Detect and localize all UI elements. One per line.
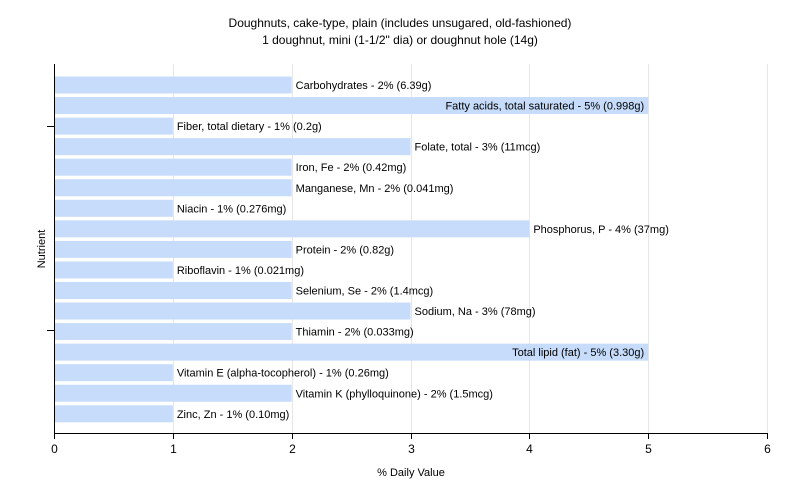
x-tick-label: 2 (289, 442, 296, 456)
x-axis-ticks: 0 1 2 3 4 5 6 (51, 433, 771, 456)
bar (55, 343, 649, 361)
chart-title: Doughnuts, cake-type, plain (includes un… (229, 16, 572, 30)
bar-label: Sodium, Na - 3% (78mg) (415, 306, 536, 318)
x-tick-label: 1 (170, 442, 177, 456)
bar (55, 199, 173, 217)
bar-label: Selenium, Se - 2% (1.4mcg) (296, 286, 434, 298)
bar (55, 302, 411, 320)
bar-label: Riboflavin - 1% (0.021mg) (177, 265, 304, 277)
bar (55, 179, 292, 197)
bar-label: Iron, Fe - 2% (0.42mg) (296, 162, 407, 174)
bar (55, 138, 411, 156)
bars: Carbohydrates - 2% (6.39g) Fatty acids, t… (55, 76, 669, 423)
gridlines (173, 64, 768, 433)
bar-label: Zinc, Zn - 1% (0.10mg) (177, 409, 289, 421)
bar (55, 97, 649, 115)
x-tick-label: 4 (526, 442, 533, 456)
bar (55, 384, 292, 402)
bar-label: Vitamin E (alpha-tocopherol) - 1% (0.26m… (177, 368, 389, 380)
bar-label: Total lipid (fat) - 5% (3.30g) (512, 347, 644, 359)
x-tick-label: 6 (764, 442, 771, 456)
bar (55, 282, 292, 299)
bar-label: Manganese, Mn - 2% (0.041mg) (296, 183, 454, 195)
bar-label: Carbohydrates - 2% (6.39g) (296, 80, 432, 92)
bar (55, 240, 292, 258)
bar-label: Thiamin - 2% (0.033mg) (296, 327, 414, 339)
x-axis-label: % Daily Value (377, 467, 445, 479)
bar (55, 405, 173, 423)
bar (55, 117, 173, 135)
bar-label: Fatty acids, total saturated - 5% (0.998… (445, 101, 644, 113)
bar (55, 76, 292, 94)
bar (55, 323, 292, 341)
x-tick-label: 5 (645, 442, 652, 456)
bar-label: Vitamin K (phylloquinone) - 2% (1.5mcg) (296, 388, 493, 400)
bar-label: Fiber, total dietary - 1% (0.2g) (177, 121, 322, 133)
bar-label: Folate, total - 3% (11mcg) (415, 142, 541, 154)
bar (55, 364, 173, 382)
bar (55, 220, 530, 238)
bar (55, 158, 292, 176)
x-tick-label: 0 (51, 442, 58, 456)
bar-label: Phosphorus, P - 4% (37mg) (533, 224, 669, 236)
y-axis-label: Nutrient (36, 230, 48, 269)
chart-subtitle: 1 doughnut, mini (1-1/2" dia) or doughnu… (262, 33, 538, 47)
x-tick-label: 3 (408, 442, 415, 456)
bar-label: Protein - 2% (0.82g) (296, 244, 394, 256)
bar-label: Niacin - 1% (0.276mg) (177, 203, 286, 215)
bar (55, 261, 173, 279)
